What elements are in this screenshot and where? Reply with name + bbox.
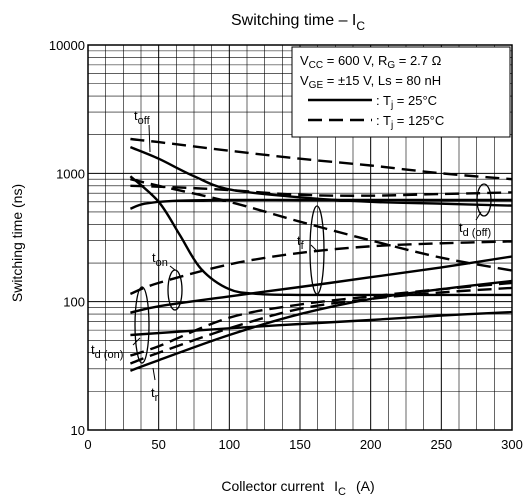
chart-title-sub: C	[356, 19, 365, 33]
curve-ton-125c	[129, 240, 513, 296]
legend-entry-solid-part: : T	[376, 93, 391, 108]
x-tick-label: 0	[84, 437, 91, 452]
curve-toff-125c	[130, 137, 513, 181]
annotation-ellipse-doff	[476, 183, 492, 217]
annotation-t-r: tr	[151, 385, 159, 404]
annotation-sub: f	[301, 240, 305, 252]
annotation-leader-f	[310, 244, 317, 251]
annotation-sub: r	[155, 392, 159, 404]
annotation-leader-r	[152, 367, 156, 381]
annotation-main: t	[134, 108, 138, 123]
x-tick-label: 300	[501, 437, 523, 452]
legend-condition-2: VGE = ±15 V, Ls = 80 nH	[300, 73, 441, 91]
plot-frame	[87, 44, 513, 431]
annotation-sub: d (on)	[95, 349, 124, 361]
x-axis-label: Collector current IC (A)	[221, 478, 374, 498]
legend-entry-solid-part: = 25°C	[393, 93, 437, 108]
annotation-main: t	[459, 220, 463, 235]
curve-td-off-25c	[129, 198, 512, 210]
annotation-sub: on	[156, 257, 168, 269]
annotation-main: t	[297, 233, 301, 248]
x-tick-label: 50	[151, 437, 165, 452]
legend-entry-dashed: : Tj = 125°C	[376, 113, 444, 131]
legend-condition-1: VCC = 600 V, RG = 2.7 Ω	[300, 53, 442, 71]
annotation-leader-off	[148, 124, 151, 153]
legend-condition-2-part: = ±15 V, Ls = 80 nH	[323, 73, 441, 88]
x-tick-label: 200	[360, 437, 382, 452]
legend-condition-1-part: = 600 V, R	[323, 53, 387, 68]
annotation-ellipse-don	[134, 286, 150, 364]
curve-tf-125c	[130, 178, 513, 272]
legend-entry-solid: : Tj = 25°C	[376, 93, 437, 111]
annotation-t-f: tf	[297, 233, 305, 252]
annotation-ellipse-f	[309, 205, 325, 295]
annotation-leader-on	[169, 265, 176, 271]
x-tick-label: 100	[218, 437, 240, 452]
annotation-leader-don	[132, 337, 141, 346]
annotation-t-don: td (on)	[91, 342, 123, 361]
legend-condition-2-part: GE	[309, 80, 324, 91]
curves	[129, 137, 513, 372]
annotation-main: t	[91, 342, 95, 357]
y-axis-label: Switching time (ns)	[9, 184, 25, 302]
curve-tr-125c	[129, 286, 513, 365]
curve-toff-25c	[129, 145, 513, 207]
legend-entry-solid-part: j	[390, 100, 393, 111]
curve-td-off-125c	[130, 184, 513, 197]
chart-title-main: Switching time – I	[231, 12, 356, 29]
curve-ton-25c	[130, 255, 513, 314]
legend-condition-1-part: = 2.7 Ω	[395, 53, 441, 68]
legend-condition-1-part: CC	[309, 60, 323, 71]
annotation-main: t	[151, 385, 155, 400]
x-tick-label: 250	[430, 437, 452, 452]
chart-title: Switching time – IC	[231, 12, 365, 33]
annotation-t-off: toff	[134, 108, 151, 127]
x-axis-label-sub: C	[338, 486, 346, 498]
annotation-leader-doff	[475, 211, 482, 221]
annotation-sub: off	[138, 115, 151, 127]
annotation-t-on: ton	[152, 250, 168, 269]
legend-condition-1-part: G	[387, 60, 395, 71]
y-tick-label: 100	[63, 295, 85, 310]
y-tick-label: 10	[71, 423, 85, 438]
legend-condition-2-part: V	[300, 73, 309, 88]
y-tick-label: 1000	[56, 166, 85, 181]
legend-entry-dashed-part: = 125°C	[393, 113, 444, 128]
legend-entry-dashed-part: j	[390, 120, 393, 131]
curve-td-on-25c	[130, 310, 513, 337]
curve-tr-25c	[129, 279, 513, 372]
annotation-t-doff: td (off)	[459, 220, 491, 239]
legend-condition-1-part: V	[300, 53, 309, 68]
x-axis-label-unit: (A)	[356, 478, 375, 494]
legend-entry-dashed-part: : T	[376, 113, 391, 128]
x-tick-label: 150	[289, 437, 311, 452]
x-axis-label-text: Collector current	[221, 478, 324, 494]
tick-labels: 0 50 100 150 200 250 300 10 100 1000 10000	[49, 38, 523, 452]
x-axis-label-sym: I	[334, 478, 338, 494]
legend-box	[291, 46, 511, 138]
annotation-main: t	[152, 250, 156, 265]
y-tick-label: 10000	[49, 38, 85, 53]
annotation-sub: d (off)	[463, 227, 492, 239]
